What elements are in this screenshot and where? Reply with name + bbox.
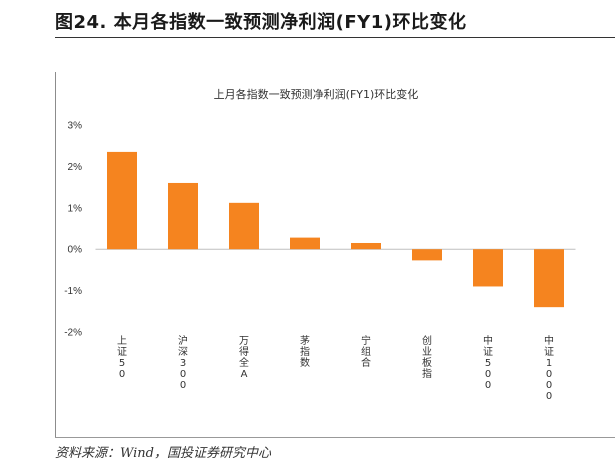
x-tick-label: 中证 1 0 0 0 [544, 334, 554, 402]
bar [534, 249, 564, 308]
source-divider [55, 437, 615, 438]
x-tick-label: 茅指数 [300, 335, 310, 369]
y-tick-label: 3% [68, 121, 83, 132]
bar [107, 151, 137, 250]
x-tick-label: 沪深 3 0 0 [178, 334, 188, 391]
y-tick-label: 0% [68, 245, 83, 256]
x-tick-label: 上证 5 0 [117, 335, 127, 380]
bar [351, 242, 381, 250]
x-tick-label: 创业板指 [422, 334, 432, 380]
source-note: 资料来源：Wind，国投证券研究中心 [55, 446, 271, 461]
title-divider [55, 37, 615, 38]
x-tick-label: 中证 5 0 0 [483, 334, 493, 391]
figure-title: 图24. 本月各指数一致预测净利润(FY1)环比变化 [55, 12, 467, 33]
bar [412, 249, 442, 261]
bar [290, 237, 320, 250]
chart-area: 上月各指数一致预测净利润(FY1)环比变化 3% 2% 1% 0% -1% -2% 上证 5… [55, 72, 615, 437]
y-axis: 3% 2% 1% 0% -1% -2% [64, 121, 82, 339]
bar [473, 249, 503, 287]
y-tick-label: -1% [64, 286, 82, 297]
bar-chart: 上月各指数一致预测净利润(FY1)环比变化 3% 2% 1% 0% -1% -2% 上证 5… [64, 87, 576, 402]
chart-title: 上月各指数一致预测净利润(FY1)环比变化 [214, 87, 419, 101]
bar [229, 202, 259, 250]
bar-series [107, 151, 564, 308]
x-axis-labels: 上证 5 0 沪深 3 0 0 万得全 A 茅指数 宁组合 创业板指 中证 5 0 0 中证 1 0 0 0 [117, 334, 554, 402]
x-tick-label: 宁组合 [361, 334, 371, 369]
x-tick-label: 万得全 A [239, 336, 249, 380]
y-tick-label: 2% [68, 162, 83, 173]
y-tick-label: 1% [68, 203, 83, 214]
y-tick-label: -2% [64, 328, 82, 339]
bar [168, 182, 198, 250]
